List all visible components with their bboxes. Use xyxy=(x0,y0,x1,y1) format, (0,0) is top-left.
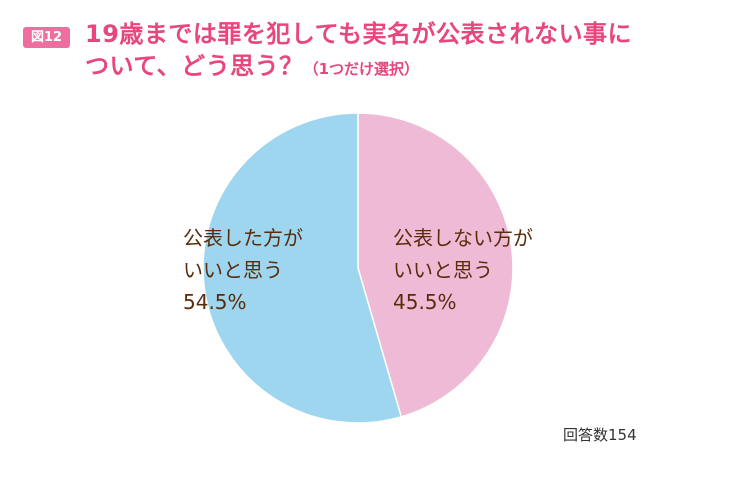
slice-label-yes-line2: いいと思う xyxy=(183,258,283,282)
pie-slice-yes xyxy=(202,112,403,424)
figure-badge: 図12 xyxy=(23,27,70,48)
title-line-1: 19歳までは罪を犯しても実名が公表されない事に xyxy=(85,20,632,48)
slice-label-no-line2: いいと思う xyxy=(393,258,493,282)
slice-label-yes-line1: 公表した方が xyxy=(183,226,303,250)
title-note: （1つだけ選択） xyxy=(303,60,420,78)
title-question: ついて、どう思う？ xyxy=(85,52,304,80)
slice-label-no-value: 45.5% xyxy=(393,290,457,314)
slice-label-yes-value: 54.5% xyxy=(183,290,247,314)
pie-slice-no xyxy=(357,112,514,418)
chart-title: 19歳までは罪を犯しても実名が公表されない事に ついて、どう思う？（1つだけ選択… xyxy=(85,18,735,85)
slice-label-no-line1: 公表しない方が xyxy=(393,226,533,250)
respondent-count: 回答数154 xyxy=(563,426,637,444)
slice-label-no: 公表しない方が いいと思う 45.5% xyxy=(393,222,533,318)
title-line-2: ついて、どう思う？（1つだけ選択） xyxy=(85,50,735,85)
slice-label-yes: 公表した方が いいと思う 54.5% xyxy=(183,222,303,318)
